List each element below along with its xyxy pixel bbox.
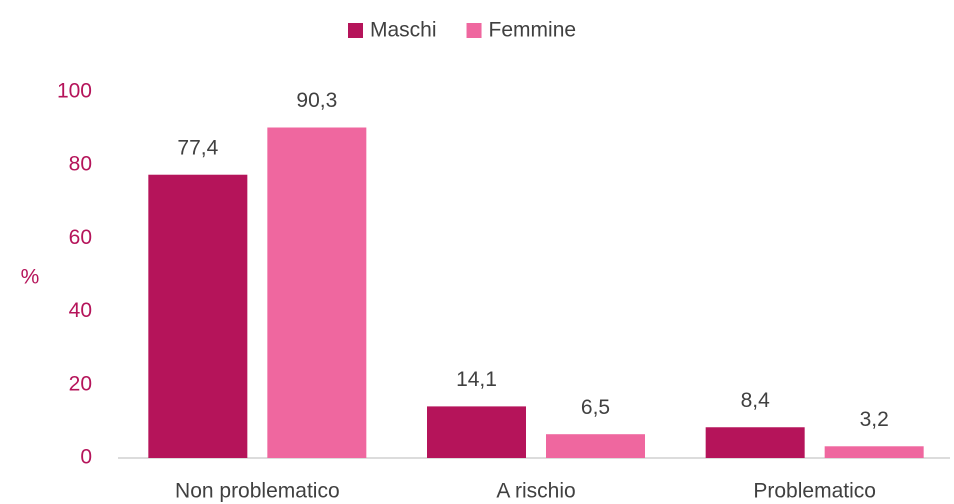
legend-label: Femmine (489, 19, 577, 42)
y-tick-label: 80 (69, 153, 92, 176)
y-tick-label: 0 (80, 446, 92, 469)
y-axis-label: % (21, 266, 40, 289)
legend-swatch (348, 23, 363, 38)
y-tick-label: 20 (69, 372, 92, 395)
bar (267, 127, 367, 458)
y-tick-label: 100 (57, 80, 92, 103)
bar (148, 174, 248, 458)
data-label: 8,4 (741, 389, 771, 412)
legend-label: Maschi (370, 19, 437, 42)
y-tick-label: 40 (69, 299, 92, 322)
bar (824, 446, 924, 458)
bar (546, 434, 645, 458)
data-label: 77,4 (177, 136, 218, 159)
x-tick-label: Problematico (753, 480, 876, 503)
legend-swatch (466, 23, 482, 38)
data-label: 90,3 (296, 89, 337, 112)
bar (427, 406, 526, 458)
x-tick-label: Non problematico (175, 480, 340, 503)
bar (705, 427, 805, 458)
data-label: 6,5 (581, 396, 610, 419)
x-tick-label: A rischio (496, 480, 575, 503)
data-label: 3,2 (860, 408, 889, 431)
data-label: 14,1 (456, 368, 497, 391)
y-tick-label: 60 (69, 226, 92, 249)
